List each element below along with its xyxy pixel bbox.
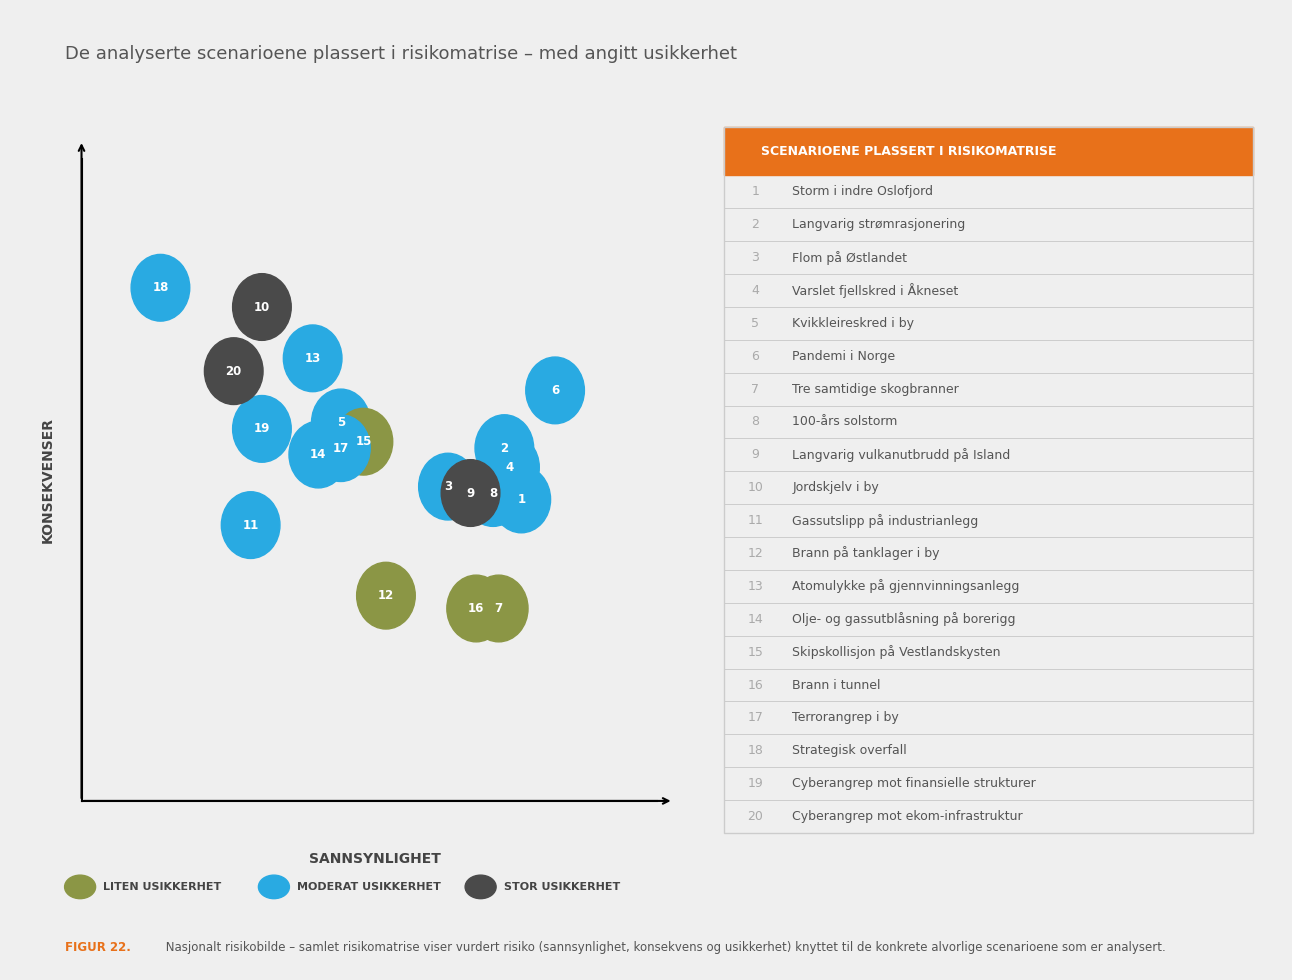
- Text: 20: 20: [747, 810, 764, 823]
- Text: 17: 17: [747, 711, 764, 724]
- Circle shape: [447, 575, 505, 642]
- Text: 19: 19: [748, 777, 764, 790]
- Text: 5: 5: [337, 416, 345, 429]
- Circle shape: [419, 454, 477, 520]
- Text: 7: 7: [752, 382, 760, 396]
- Circle shape: [492, 466, 550, 533]
- Text: SANNSYNLIGHET: SANNSYNLIGHET: [309, 852, 441, 865]
- Text: MODERAT USIKKERHET: MODERAT USIKKERHET: [297, 882, 441, 892]
- Text: Gassutslipp på industrianlegg: Gassutslipp på industrianlegg: [792, 514, 978, 527]
- Bar: [724, 127, 1253, 175]
- Text: KONSEKVENSER: KONSEKVENSER: [40, 417, 54, 543]
- Text: 13: 13: [748, 580, 764, 593]
- Circle shape: [233, 396, 291, 463]
- Text: 20: 20: [226, 365, 242, 377]
- Text: 18: 18: [747, 744, 764, 758]
- Text: 9: 9: [466, 486, 474, 500]
- Circle shape: [357, 563, 415, 629]
- Text: Kvikkleireskred i by: Kvikkleireskred i by: [792, 317, 915, 330]
- Text: 11: 11: [243, 518, 258, 531]
- Circle shape: [221, 492, 280, 559]
- Circle shape: [481, 434, 539, 501]
- Text: 4: 4: [752, 284, 760, 297]
- Text: STOR USIKKERHET: STOR USIKKERHET: [504, 882, 620, 892]
- Text: Tre samtidige skogbranner: Tre samtidige skogbranner: [792, 382, 959, 396]
- Text: 11: 11: [748, 514, 764, 527]
- Text: Jordskjelv i by: Jordskjelv i by: [792, 481, 879, 494]
- Text: Strategisk overfall: Strategisk overfall: [792, 744, 907, 758]
- Text: Brann på tanklager i by: Brann på tanklager i by: [792, 547, 939, 561]
- Text: Atomulykke på gjennvinningsanlegg: Atomulykke på gjennvinningsanlegg: [792, 579, 1019, 593]
- Text: 2: 2: [500, 442, 509, 455]
- Text: Olje- og gassutblåsning på borerigg: Olje- og gassutblåsning på borerigg: [792, 612, 1016, 626]
- Text: 6: 6: [752, 350, 760, 363]
- Text: 19: 19: [253, 422, 270, 435]
- Text: FIGUR 22.: FIGUR 22.: [65, 941, 130, 954]
- Text: 7: 7: [495, 602, 503, 615]
- Text: 100-års solstorm: 100-års solstorm: [792, 416, 898, 428]
- Text: 2: 2: [752, 219, 760, 231]
- Text: Langvarig vulkanutbrudd på Island: Langvarig vulkanutbrudd på Island: [792, 448, 1010, 462]
- Text: Cyberangrep mot finansielle strukturer: Cyberangrep mot finansielle strukturer: [792, 777, 1036, 790]
- Circle shape: [335, 409, 393, 475]
- Circle shape: [311, 389, 371, 456]
- Text: Brann i tunnel: Brann i tunnel: [792, 678, 881, 692]
- Text: De analyserte scenarioene plassert i risikomatrise – med angitt usikkerhet: De analyserte scenarioene plassert i ris…: [65, 45, 736, 63]
- Text: Skipskollisjon på Vestlandskysten: Skipskollisjon på Vestlandskysten: [792, 645, 1001, 660]
- Circle shape: [464, 460, 522, 526]
- Circle shape: [469, 575, 528, 642]
- Text: Varslet fjellskred i Åkneset: Varslet fjellskred i Åkneset: [792, 283, 959, 298]
- Text: 3: 3: [444, 480, 452, 493]
- Text: 1: 1: [517, 493, 526, 506]
- Text: Flom på Østlandet: Flom på Østlandet: [792, 251, 907, 265]
- Text: SCENARIOENE PLASSERT I RISIKOMATRISE: SCENARIOENE PLASSERT I RISIKOMATRISE: [761, 145, 1056, 158]
- Text: Langvarig strømrasjonering: Langvarig strømrasjonering: [792, 219, 965, 231]
- Circle shape: [204, 338, 264, 405]
- Text: Terrorangrep i by: Terrorangrep i by: [792, 711, 899, 724]
- Circle shape: [130, 255, 190, 321]
- Circle shape: [233, 273, 291, 340]
- Text: 15: 15: [747, 646, 764, 659]
- Text: 18: 18: [152, 281, 169, 294]
- Text: 16: 16: [468, 602, 484, 615]
- Text: 8: 8: [752, 416, 760, 428]
- Circle shape: [526, 357, 584, 423]
- Text: Cyberangrep mot ekom-infrastruktur: Cyberangrep mot ekom-infrastruktur: [792, 810, 1023, 823]
- Text: Pandemi i Norge: Pandemi i Norge: [792, 350, 895, 363]
- Text: 13: 13: [305, 352, 320, 365]
- Text: 12: 12: [377, 589, 394, 602]
- Text: Storm i indre Oslofjord: Storm i indre Oslofjord: [792, 185, 933, 198]
- Text: 5: 5: [752, 317, 760, 330]
- Circle shape: [475, 415, 534, 481]
- Circle shape: [289, 421, 348, 488]
- Text: 14: 14: [310, 448, 327, 461]
- Text: 14: 14: [748, 612, 764, 626]
- Text: LITEN USIKKERHET: LITEN USIKKERHET: [103, 882, 222, 892]
- Text: Nasjonalt risikobilde – samlet risikomatrise viser vurdert risiko (sannsynlighet: Nasjonalt risikobilde – samlet risikomat…: [162, 941, 1165, 954]
- Text: 10: 10: [747, 481, 764, 494]
- Text: 4: 4: [506, 461, 514, 474]
- Text: 10: 10: [253, 301, 270, 314]
- Text: 8: 8: [488, 486, 497, 500]
- Text: 3: 3: [752, 251, 760, 264]
- Text: 6: 6: [550, 384, 559, 397]
- Text: 16: 16: [748, 678, 764, 692]
- Text: 1: 1: [752, 185, 760, 198]
- Text: 15: 15: [355, 435, 372, 448]
- Text: 17: 17: [333, 442, 349, 455]
- Circle shape: [283, 325, 342, 392]
- Circle shape: [311, 415, 371, 481]
- Text: 12: 12: [748, 547, 764, 560]
- Circle shape: [441, 460, 500, 526]
- Text: 9: 9: [752, 449, 760, 462]
